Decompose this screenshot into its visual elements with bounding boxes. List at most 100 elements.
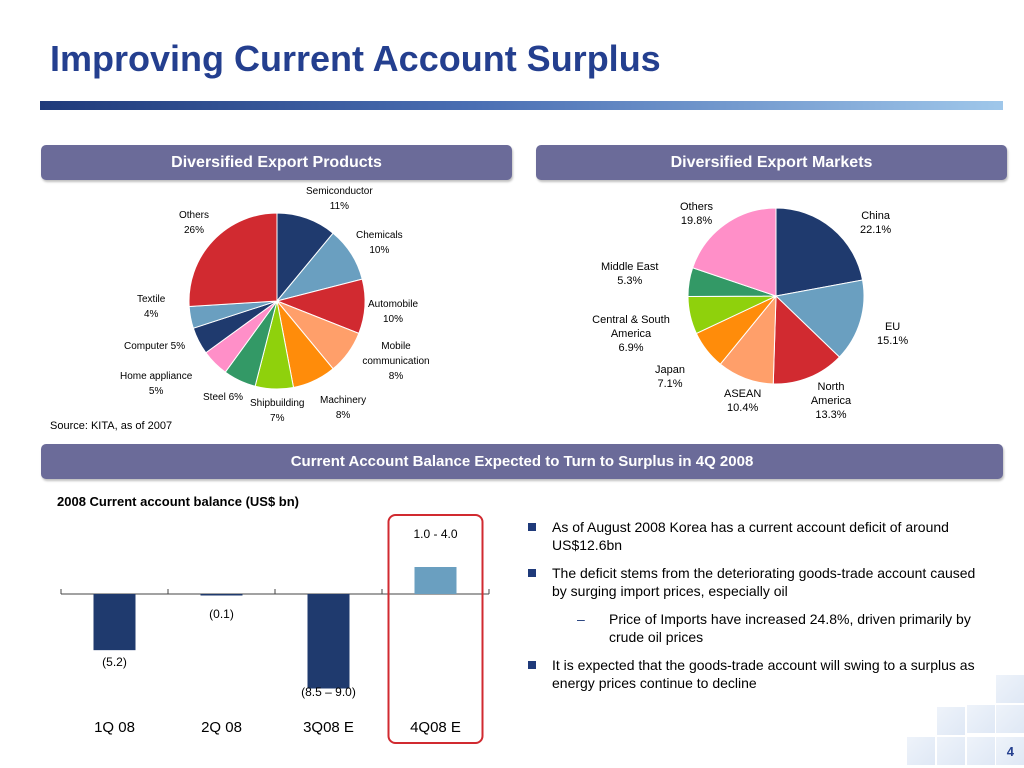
bullet-item: It is expected that the goods-trade acco… [524,656,984,692]
pie-value-label: 8% [335,410,351,421]
bar-chart-title: 2008 Current account balance (US$ bn) [57,494,300,509]
pie-label-home-appliance: Home appliance 5% [120,369,192,399]
pie-value-label: 4% [143,309,159,320]
pie-label-machinery: Machinery 8% [320,393,366,423]
pie-label-mobile-communication: Mobile communication 8% [358,339,434,384]
pie-slice-others [188,212,278,308]
markets-header: Diversified Export Markets [536,145,1007,180]
pie-slice-eu [774,279,865,358]
pie-label-central-south-america: Central & South America 6.9% [591,313,671,355]
decorative-tile [936,706,966,736]
sub-bullet-item: – Price of Imports have increased 24.8%, … [524,610,984,646]
pie-value-label: 10.4% [727,402,759,414]
decorative-tile [966,736,996,766]
pie-slice-others [692,207,777,297]
pie-label-shipbuilding: Shipbuilding 7% [250,396,305,426]
decorative-tile [906,736,936,766]
markets-header-label: Diversified Export Markets [670,153,873,171]
page-number: 4 [1006,744,1014,759]
pie-label-computer: Computer 5% [124,341,186,352]
page-title: Improving Current Account Surplus [50,38,661,79]
bullet-square-icon [528,661,536,669]
pie-value-label: 8% [388,371,404,382]
bullet-item: As of August 2008 Korea has a current ac… [524,518,984,554]
pie-category-label: Textile [137,294,166,305]
pie-category-label: North America [810,381,852,407]
export-markets-pie [687,207,865,385]
pie-value-label: 11% [329,201,349,212]
bar-value-label: (8.5 – 9.0) [301,685,356,699]
bullet-square-icon [528,523,536,531]
pie-category-label: Mobile communication [362,341,430,367]
pie-value-label: 10% [369,245,390,256]
pie-slice-china [775,207,864,297]
bullet-square-icon [528,569,536,577]
pie-label-chemicals: Chemicals 10% [356,228,403,258]
pie-label-textile: Textile 4% [137,292,165,322]
bar-3q08-e [307,594,350,689]
bullet-text: Price of Imports have increased 24.8%, d… [609,611,971,645]
pie-value-label: 7.1% [657,378,683,390]
export-products-pie [188,212,366,390]
decorative-tile [995,736,1024,766]
bullet-dash-icon: – [577,611,585,627]
pie-category-label: ASEAN [724,388,762,400]
pie-category-label: Middle East [601,261,659,273]
products-header: Diversified Export Products [41,145,512,180]
pie-category-label: Home appliance [120,371,193,382]
bullet-list: As of August 2008 Korea has a current ac… [524,518,984,702]
pie-value-label: 5.3% [617,275,643,287]
balance-header-label: Current Account Balance Expected to Turn… [290,453,754,470]
pie-label-japan: Japan 7.1% [655,363,685,391]
pie-value-label: 19.8% [680,215,713,227]
pie-category-label: Others [179,210,210,221]
balance-header: Current Account Balance Expected to Turn… [41,444,1003,479]
pie-category-label: Japan [655,364,685,376]
bar-highlight-box [387,514,484,744]
bar-1q-08 [93,594,136,651]
pie-label-semiconductor: Semiconductor 11% [306,184,373,214]
pie-label-steel: Steel 6% [203,392,244,403]
pie-label-china: China 22.1% [860,209,891,237]
bar-2q-08 [200,594,243,596]
bar-category-label: 1Q 08 [94,719,135,736]
pie-category-label: Machinery [320,395,367,406]
pie-label-north-america: North America 13.3% [808,380,854,422]
current-account-bar-chart: (5.2) 1Q 08 (0.1) 2Q 08 (8.5 – 9.0) 3Q08 E 1.0… [60,514,490,744]
source-note: Source: KITA, as of 2007 [50,420,173,432]
bar-value-label: (5.2) [102,655,127,669]
pie-category-label: Chemicals [356,230,403,241]
pie-value-label: 7% [270,413,285,424]
pie-value-label: 22.1% [860,224,892,236]
decorative-tile [966,704,996,734]
bullet-text: As of August 2008 Korea has a current ac… [552,519,949,553]
bar-4q08-e [414,567,457,594]
pie-label-others: Others 26% [179,208,209,238]
pie-value-label: 13.3% [815,409,847,421]
bar-value-label: 1.0 - 4.0 [413,527,457,541]
pie-label-middle-east: Middle East 5.3% [601,260,658,288]
pie-label-automobile: Automobile 10% [368,297,418,327]
decorative-tile [995,704,1024,734]
pie-category-label: Central & South America [592,314,670,340]
pie-category-label: EU [884,321,901,333]
bullet-text: The deficit stems from the deteriorating… [552,565,976,599]
title-underline [40,101,1003,110]
bullet-text: It is expected that the goods-trade acco… [552,657,975,691]
pie-label-eu: EU 15.1% [877,320,908,348]
bar-category-label: 4Q08 E [410,719,461,736]
pie-value-label: 15.1% [877,335,909,347]
pie-value-label: 10% [383,314,404,325]
bar-category-label: 3Q08 E [303,719,354,736]
bar-value-label: (0.1) [209,607,234,621]
pie-value-label: 26% [184,225,205,236]
bar-category-label: 2Q 08 [201,719,242,736]
pie-value-label: 6.9% [618,342,644,354]
decorative-tile [995,674,1024,704]
pie-value-label: 5% [148,386,164,397]
pie-label-asean: ASEAN 10.4% [724,387,761,415]
pie-category-label: Others [680,201,714,213]
pie-slice-north-america [772,294,841,385]
pie-category-label: Shipbuilding [250,398,305,409]
bullet-item: The deficit stems from the deteriorating… [524,564,984,600]
